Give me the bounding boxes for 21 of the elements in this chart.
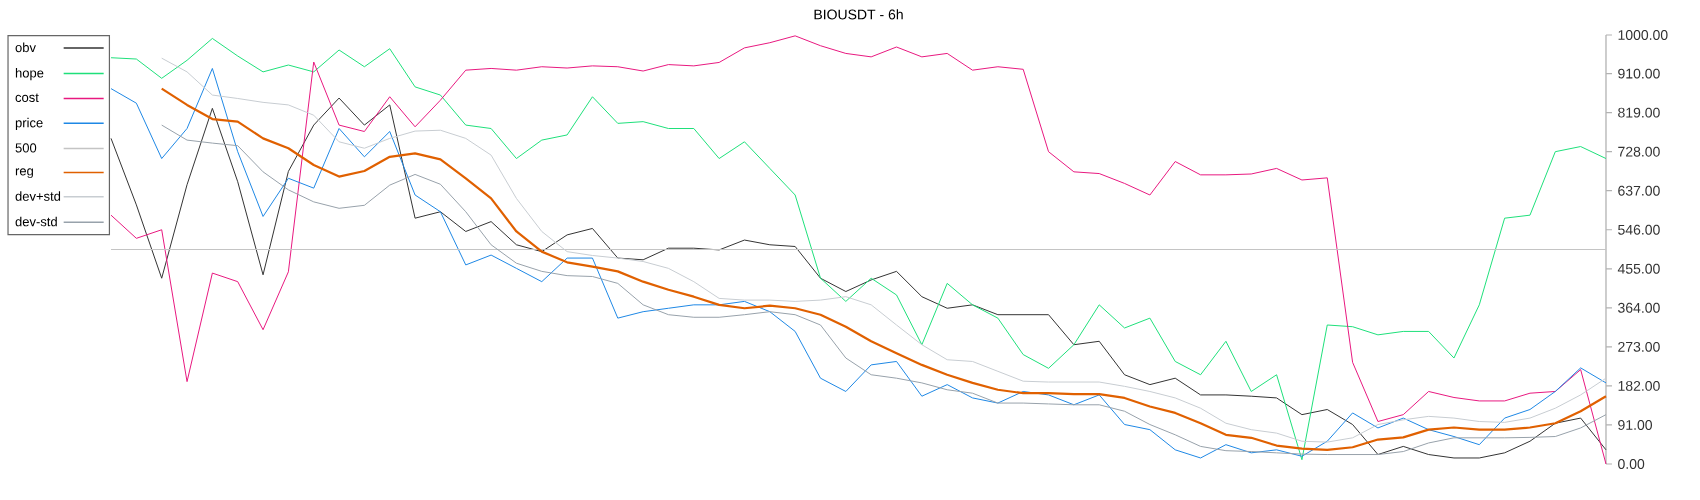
y-tick-label: 91.00 bbox=[1618, 419, 1653, 430]
y-tick-label: 819.00 bbox=[1618, 107, 1660, 118]
legend-label: price bbox=[15, 117, 43, 130]
y-tick-label: 455.00 bbox=[1617, 263, 1660, 274]
legend-label: cost bbox=[15, 93, 39, 102]
y-tick-label: 364.00 bbox=[1618, 302, 1660, 313]
y-tick-label: 546.00 bbox=[1618, 224, 1660, 235]
legend-label: 500 bbox=[15, 143, 37, 153]
y-tick-label: 728.00 bbox=[1618, 146, 1660, 157]
y-tick-label: 273.00 bbox=[1618, 341, 1660, 352]
y-tick-label: 637.00 bbox=[1618, 185, 1660, 196]
y-tick-label: 182.00 bbox=[1618, 380, 1660, 391]
y-tick-label: 910.00 bbox=[1618, 68, 1660, 79]
legend-label: obv bbox=[15, 42, 36, 53]
legend-label: reg bbox=[15, 168, 33, 179]
legend-label: dev-std bbox=[15, 216, 57, 227]
y-tick-label: 0.00 bbox=[1618, 459, 1645, 469]
y-tick-label: 1000.00 bbox=[1618, 30, 1668, 40]
legend-label: hope bbox=[15, 68, 44, 81]
legend-label: dev+std bbox=[15, 191, 61, 201]
chart-title: BIOUSDT - 6h bbox=[814, 9, 903, 20]
